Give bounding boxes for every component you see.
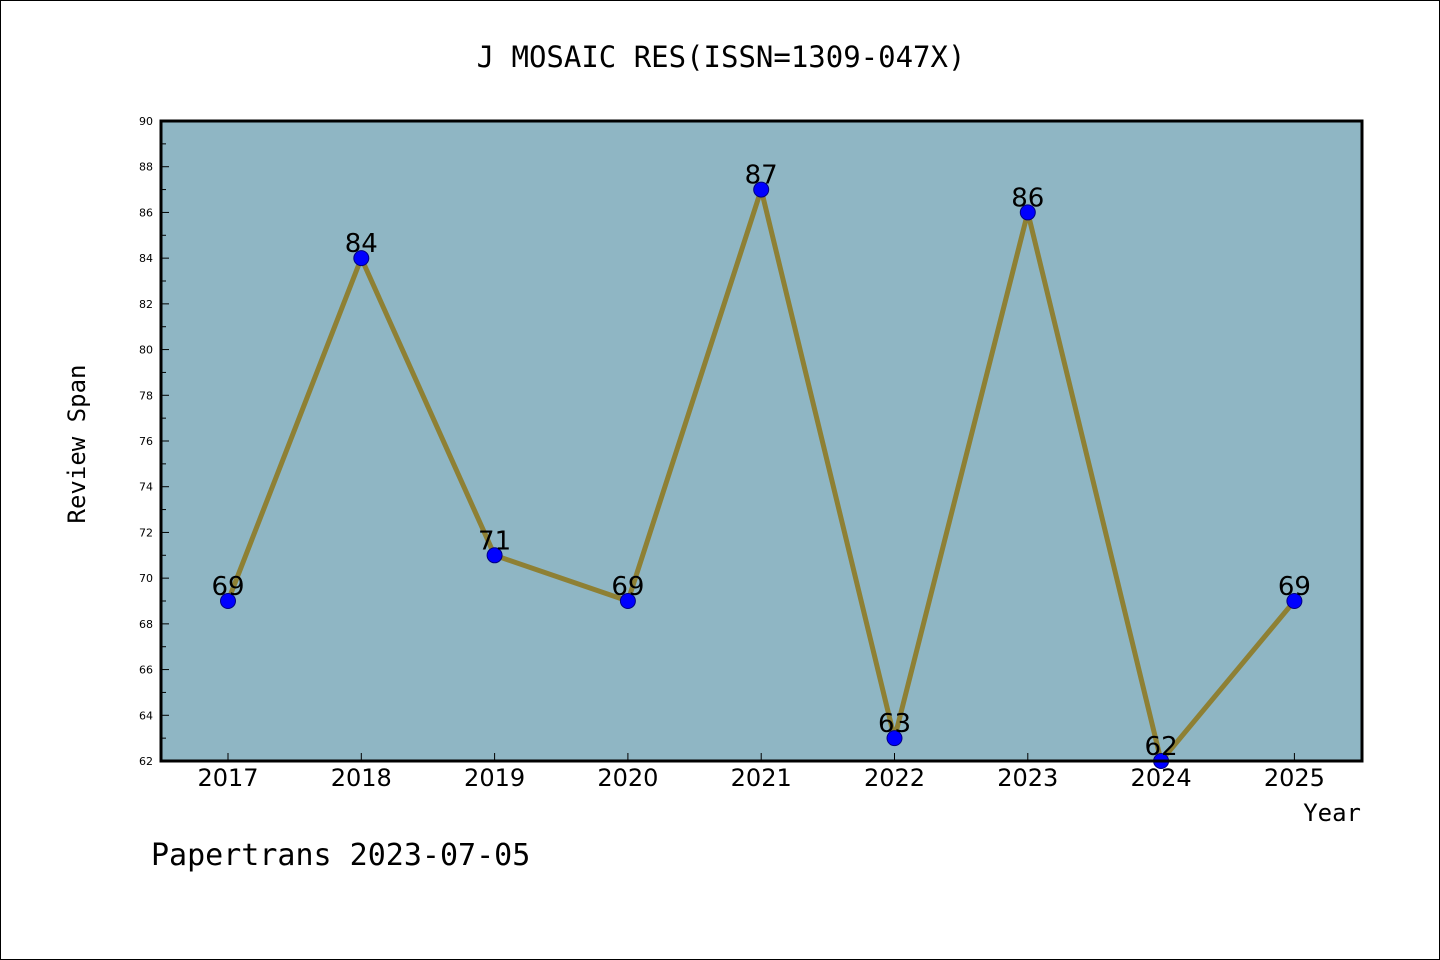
data-point [619,593,636,609]
footer-credit: Papertrans 2023-07-05 [151,838,530,873]
y-tick-label: 86 [139,206,153,219]
y-tick-label: 78 [139,389,153,402]
data-label: 63 [878,709,911,739]
y-tick-label: 66 [139,664,153,677]
data-label: 71 [478,526,511,556]
data-point [753,181,770,198]
y-tick-label: 84 [139,252,153,265]
data-point [886,730,903,747]
data-label: 69 [1278,572,1311,602]
data-label: 62 [1145,732,1178,762]
x-tick-label: 2017 [197,764,258,792]
y-tick-label: 82 [139,298,153,311]
data-point [1286,593,1303,609]
x-tick-label: 2022 [864,764,925,792]
data-point [1019,204,1036,221]
y-tick-label: 68 [139,618,153,631]
y-tick-label: 90 [139,115,153,128]
y-tick-label: 80 [139,344,153,357]
x-tick-label: 2021 [731,764,792,792]
y-tick-label: 74 [139,481,153,494]
y-tick-label: 62 [139,755,153,768]
data-label: 84 [345,229,378,259]
x-tick-label: 2020 [597,764,658,792]
data-point [486,547,503,564]
y-tick-label: 64 [139,709,153,722]
y-tick-label: 70 [139,572,153,585]
data-label: 69 [211,572,244,602]
plot-frame [159,119,1364,763]
y-tick-label: 72 [139,526,153,539]
data-point [220,593,236,609]
data-label: 86 [1011,183,1044,213]
data-label: 69 [611,572,644,602]
x-tick-label: 2023 [997,764,1058,792]
x-tick-label: 2019 [464,764,525,792]
data-point [353,250,370,267]
y-tick-label: 76 [139,435,153,448]
x-tick-label: 2025 [1264,764,1325,792]
x-axis-label: Year [1303,799,1361,827]
plot-area [161,121,1362,761]
y-tick-label: 88 [139,161,153,174]
data-label: 87 [745,161,778,191]
chart-title: J MOSAIC RES(ISSN=1309-047X) [477,40,966,74]
x-tick-label: 2018 [331,764,392,792]
y-axis-label: Review Span [63,365,91,524]
